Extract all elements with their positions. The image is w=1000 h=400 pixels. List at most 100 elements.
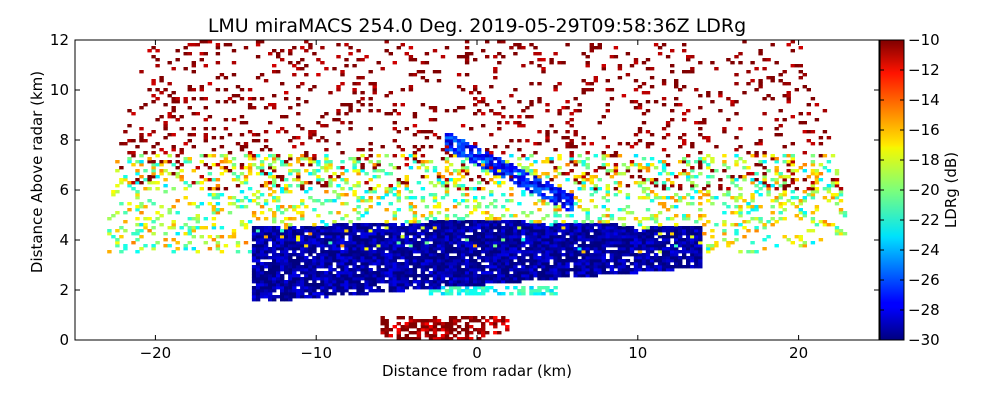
ldr-cell	[698, 217, 703, 221]
ldr-cell	[541, 202, 546, 206]
ldr-cell	[758, 142, 763, 146]
ldr-cell	[348, 286, 353, 290]
ldr-cell	[589, 142, 594, 146]
ldr-cell	[565, 259, 570, 263]
ldr-cell	[304, 154, 309, 158]
ldr-cell	[420, 229, 426, 233]
ldr-cell	[633, 163, 639, 167]
ldr-cell	[698, 262, 703, 266]
ldr-cell	[541, 196, 546, 200]
ldr-cell	[557, 238, 562, 242]
ldr-cell	[754, 151, 759, 155]
chart-title: LMU miraMACS 254.0 Deg. 2019-05-29T09:58…	[208, 15, 746, 37]
ldr-cell	[332, 292, 337, 296]
ldr-cell	[392, 214, 397, 218]
ldr-cell	[356, 169, 361, 173]
ldr-cell	[436, 259, 442, 263]
ldr-cell	[344, 193, 349, 197]
ldr-cell	[456, 253, 462, 257]
ldr-cell	[135, 208, 140, 212]
ldr-cell	[171, 172, 176, 176]
ldr-cell	[195, 166, 200, 170]
ldr-cell	[798, 46, 803, 50]
ldr-cell	[167, 133, 172, 137]
ldr-cell	[690, 226, 695, 230]
ldr-cell	[159, 76, 164, 80]
ldr-cell	[569, 169, 574, 173]
ldr-cell	[288, 289, 293, 293]
ldr-cell	[714, 244, 719, 248]
ldr-cell	[706, 244, 711, 248]
ldr-cell	[589, 88, 594, 92]
ldr-cell	[284, 115, 289, 119]
ldr-cell	[569, 208, 574, 212]
ldr-cell	[473, 283, 478, 287]
ldr-cell	[485, 55, 490, 59]
ldr-cell	[404, 226, 409, 230]
ldr-cell	[469, 265, 474, 269]
ldr-cell	[565, 250, 570, 254]
ldr-cell	[452, 247, 458, 251]
ldr-cell	[513, 280, 518, 284]
ldr-cell	[674, 85, 679, 89]
ldr-cell	[469, 223, 474, 227]
ldr-cell	[223, 127, 229, 131]
ldr-cell	[119, 250, 124, 254]
ldr-cell	[653, 166, 659, 170]
ldr-cell	[505, 121, 510, 125]
ldr-cell	[762, 226, 767, 230]
ldr-cell	[533, 241, 538, 245]
ldr-cell	[340, 151, 345, 155]
ldr-cell	[416, 280, 422, 284]
ldr-cell	[151, 79, 156, 83]
ldr-cell	[255, 190, 261, 194]
ldr-cell	[408, 283, 414, 287]
ldr-cell	[577, 250, 582, 254]
ldr-cell	[432, 283, 438, 287]
ldr-cell	[641, 166, 647, 170]
ldr-cell	[702, 160, 707, 164]
ldr-cell	[489, 160, 494, 164]
ldr-cell	[473, 163, 478, 167]
ldr-cell	[617, 235, 623, 239]
ldr-cell	[360, 286, 365, 290]
ldr-cell	[613, 172, 619, 176]
ldr-cell	[485, 154, 490, 158]
ldr-cell	[255, 238, 261, 242]
ldr-cell	[284, 91, 289, 95]
colorbar-tick-label: −10	[908, 31, 940, 49]
ldr-cell	[814, 169, 820, 173]
ldr-cell	[678, 145, 683, 149]
ldr-cell	[328, 241, 333, 245]
ldr-cell	[251, 250, 257, 254]
ldr-cell	[436, 226, 442, 230]
ldr-cell	[360, 289, 365, 293]
ldr-cell	[344, 178, 349, 182]
ldr-cell	[661, 244, 667, 248]
ldr-cell	[348, 262, 353, 266]
ldr-cell	[569, 157, 574, 161]
ldr-cell	[609, 250, 615, 254]
ldr-cell	[243, 154, 249, 158]
ldr-cell	[798, 199, 803, 203]
ldr-cell	[456, 220, 462, 224]
ldr-cell	[384, 238, 389, 242]
ldr-cell	[581, 178, 586, 182]
ldr-cell	[609, 217, 615, 221]
ldr-cell	[231, 100, 237, 104]
ldr-cell	[219, 172, 225, 176]
ldr-cell	[790, 196, 795, 200]
ldr-cell	[617, 142, 623, 146]
ldr-cell	[332, 283, 337, 287]
ldr-cell	[171, 187, 176, 191]
ldr-cell	[481, 235, 486, 239]
ldr-cell	[501, 175, 506, 179]
ldr-cell	[581, 226, 586, 230]
ldr-cell	[239, 148, 245, 152]
ldr-cell	[280, 49, 285, 53]
ldr-cell	[661, 79, 667, 83]
ldr-cell	[613, 253, 619, 257]
ldr-cell	[436, 265, 442, 269]
ldr-cell	[742, 175, 747, 179]
ldr-cell	[340, 193, 345, 197]
